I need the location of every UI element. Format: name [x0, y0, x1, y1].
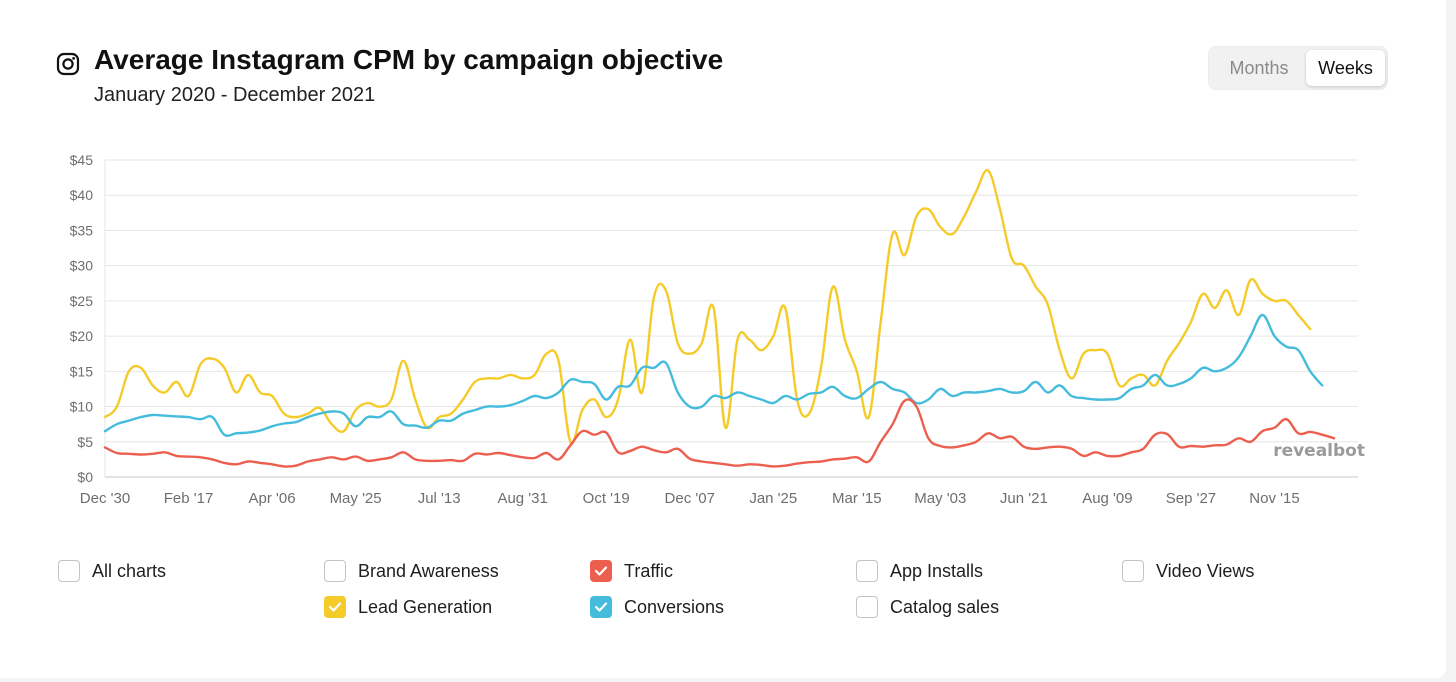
legend-label: Brand Awareness	[358, 561, 499, 581]
x-axis-ticks: Dec '30 Feb '17 Apr '06 May '25 Jul '13 Aug '…	[80, 490, 1300, 507]
chart-title: Average Instagram CPM by campaign object…	[94, 44, 724, 75]
weeks-button[interactable]: Weeks	[1306, 50, 1385, 86]
y-tick-label: $40	[70, 187, 94, 203]
checkbox[interactable]	[324, 596, 346, 618]
series-line-conversions	[103, 313, 1324, 437]
x-tick-label: Mar '15	[832, 490, 882, 507]
y-tick-label: $25	[70, 293, 94, 309]
revealbot-watermark: revealbot	[1273, 441, 1365, 461]
x-tick-label: Jun '21	[1000, 490, 1048, 507]
x-tick-label: Sep '27	[1166, 490, 1216, 507]
legend-label: App Installs	[890, 561, 984, 581]
x-tick-label: Dec '07	[665, 490, 715, 507]
x-tick-label: May '03	[914, 490, 966, 507]
checkbox[interactable]	[324, 560, 346, 582]
x-tick-label: May '25	[330, 490, 382, 507]
x-tick-label: Dec '30	[80, 490, 130, 507]
checkmark-icon	[328, 602, 342, 612]
legend-label: All charts	[92, 561, 167, 581]
chart-subtitle: January 2020 - December 2021	[94, 84, 376, 106]
y-tick-label: $20	[70, 328, 94, 344]
x-tick-label: Aug '09	[1082, 490, 1132, 507]
legend-label: Catalog sales	[890, 597, 1000, 617]
legend-label: Video Views	[1156, 561, 1255, 581]
y-tick-label: $0	[77, 469, 93, 485]
checkbox[interactable]	[856, 560, 878, 582]
series-line-traffic	[103, 398, 1336, 468]
y-tick-label: $5	[77, 434, 93, 450]
period-toggle: Months Weeks	[1208, 46, 1388, 90]
x-tick-label: Apr '06	[249, 490, 296, 507]
legend-label: Traffic	[624, 561, 674, 581]
legend-label: Conversions	[624, 597, 725, 617]
checkbox[interactable]	[58, 560, 80, 582]
x-tick-label: Feb '17	[164, 490, 214, 507]
x-tick-label: Jul '13	[418, 490, 461, 507]
y-tick-label: $10	[70, 399, 94, 415]
x-tick-label: Aug '31	[497, 490, 547, 507]
y-tick-label: $45	[70, 152, 94, 168]
chart-series	[103, 169, 1336, 468]
checkmark-icon	[594, 602, 608, 612]
checkbox[interactable]	[590, 596, 612, 618]
line-chart: $0 $5 $10 $15 $20 $25 $30 $35 $40 $45 Dec '30 Feb …	[70, 152, 1365, 507]
checkmark-icon	[594, 566, 608, 576]
y-tick-label: $15	[70, 363, 94, 379]
legend-label: Lead Generation	[358, 597, 493, 617]
x-tick-label: Jan '25	[749, 490, 797, 507]
series-line-lead-generation	[103, 169, 1312, 445]
checkbox[interactable]	[856, 596, 878, 618]
instagram-icon	[56, 52, 80, 76]
checkbox[interactable]	[1122, 560, 1144, 582]
months-button[interactable]: Months	[1229, 58, 1289, 78]
y-tick-label: $30	[70, 258, 94, 274]
y-tick-label: $35	[70, 222, 94, 238]
chart-grid	[104, 159, 1358, 478]
x-tick-label: Nov '15	[1249, 490, 1299, 507]
y-axis-ticks: $0 $5 $10 $15 $20 $25 $30 $35 $40 $45	[70, 152, 94, 485]
checkbox[interactable]	[590, 560, 612, 582]
x-tick-label: Oct '19	[583, 490, 630, 507]
